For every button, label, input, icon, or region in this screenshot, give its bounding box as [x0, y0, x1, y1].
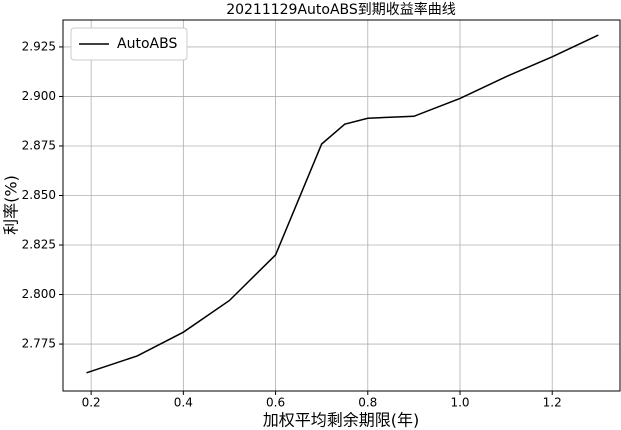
- legend-label: AutoABS: [117, 36, 177, 52]
- y-tick-label: 2.925: [22, 39, 56, 53]
- line-series: [86, 34, 599, 374]
- y-axis-label: 利率(%): [2, 175, 21, 235]
- y-tick-label: 2.875: [22, 138, 56, 152]
- x-tick-label: 0.4: [174, 396, 193, 410]
- chart-title: 20211129AutoABS到期收益率曲线: [226, 1, 456, 18]
- plot-frame: [62, 19, 621, 392]
- x-axis-label: 加权平均剩余期限(年): [263, 411, 420, 430]
- y-tick-label: 2.850: [22, 188, 56, 202]
- y-tick-label: 2.775: [22, 337, 56, 351]
- x-tick-label: 1.2: [543, 396, 562, 410]
- y-tick-label: 2.825: [22, 238, 56, 252]
- x-tick-label: 0.8: [358, 396, 377, 410]
- y-tick-label: 2.900: [22, 89, 56, 103]
- x-tick-label: 1.0: [450, 396, 469, 410]
- y-tick-label: 2.800: [22, 287, 56, 301]
- legend-box: [70, 27, 188, 61]
- x-tick-label: 0.6: [266, 396, 285, 410]
- x-tick-label: 0.2: [82, 396, 101, 410]
